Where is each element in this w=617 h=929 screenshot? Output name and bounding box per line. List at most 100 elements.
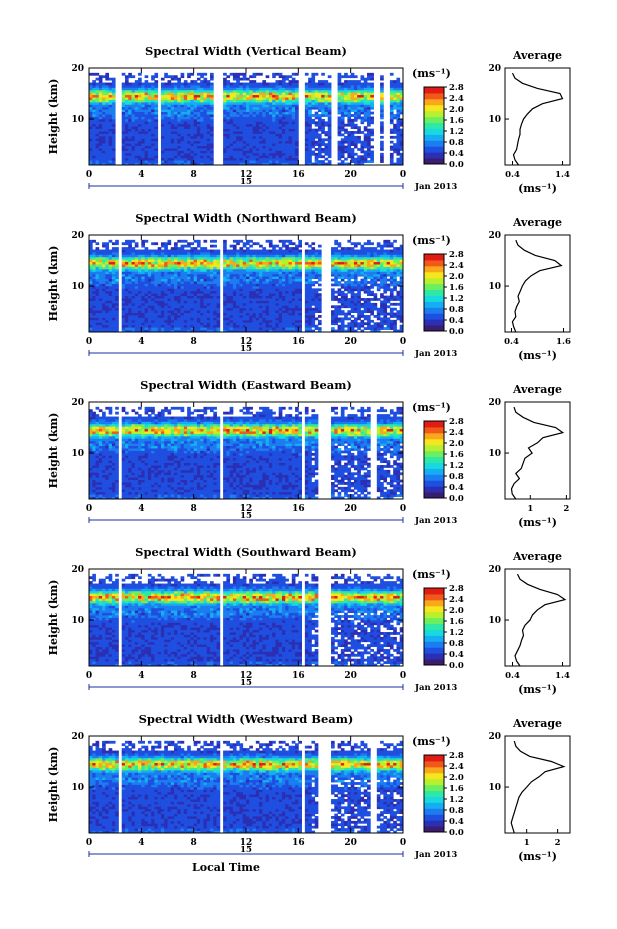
heatmap-cell <box>151 109 155 113</box>
heatmap-cell <box>134 244 139 248</box>
heatmap-cell <box>252 315 257 318</box>
heatmap-cell <box>151 133 155 137</box>
heatmap-cell <box>252 302 257 306</box>
heatmap-cell <box>138 290 142 294</box>
heatmap-cell <box>285 327 289 330</box>
heatmap-cell <box>89 111 93 115</box>
heatmap-cell <box>111 249 116 253</box>
heatmap-cell <box>98 131 103 134</box>
heatmap-cell <box>295 121 299 125</box>
heatmap-cell <box>389 111 394 115</box>
heatmap-cell <box>317 118 322 122</box>
heatmap-cell <box>196 140 201 144</box>
heatmap-cell <box>102 75 106 79</box>
heatmap-cell <box>92 140 96 144</box>
heatmap-cell <box>160 295 165 299</box>
heatmap-cell <box>308 82 312 86</box>
heatmap-cell <box>249 109 253 113</box>
heatmap-cell <box>200 290 204 294</box>
heatmap-cell <box>278 288 283 292</box>
heatmap-cell <box>236 288 240 292</box>
heatmap-cell <box>193 288 198 292</box>
heatmap-cell <box>389 94 394 98</box>
heatmap-cell <box>255 242 260 246</box>
heatmap-cell <box>115 271 119 275</box>
heatmap-cell <box>396 145 401 149</box>
heatmap-cell <box>291 162 296 166</box>
heatmap-cell <box>160 271 165 275</box>
heatmap-cell <box>167 295 172 299</box>
heatmap-cell <box>180 285 185 289</box>
heatmap-cell <box>98 315 103 318</box>
heatmap-cell <box>367 131 371 134</box>
heatmap-cell <box>131 148 136 151</box>
heatmap-cell <box>105 148 110 151</box>
heatmap-cell <box>134 145 139 149</box>
heatmap-cell <box>281 77 286 81</box>
heatmap-cell <box>268 327 273 330</box>
heatmap-cell <box>187 259 191 263</box>
colorbar-tick-label: 2.0 <box>449 105 464 115</box>
heatmap-cell <box>288 84 293 88</box>
heatmap-cell <box>177 116 181 120</box>
heatmap-cell <box>128 160 132 163</box>
heatmap-cell <box>236 298 240 301</box>
heatmap-cell <box>226 97 231 100</box>
heatmap-cell <box>265 99 270 103</box>
heatmap-cell <box>170 266 175 270</box>
heatmap-cell <box>399 133 404 137</box>
heatmap-cell <box>206 264 211 267</box>
heatmap-cell <box>190 114 195 117</box>
heatmap-cell <box>232 305 237 309</box>
heatmap-cell <box>151 319 155 323</box>
heatmap-cell <box>131 249 136 253</box>
heatmap-cell <box>92 300 96 304</box>
heatmap-cell <box>167 140 172 144</box>
heatmap-cell <box>92 135 96 139</box>
heatmap-cell <box>229 327 234 330</box>
heatmap-cell <box>190 97 195 100</box>
heatmap-cell <box>180 84 185 88</box>
heatmap-cell <box>174 283 178 287</box>
heatmap-cell <box>102 84 106 88</box>
heatmap-cell <box>134 281 139 284</box>
heatmap-cell <box>115 305 119 309</box>
heatmap-cell <box>134 160 139 163</box>
heatmap-cell <box>200 329 204 333</box>
heatmap-cell <box>89 315 93 318</box>
heatmap-cell <box>193 283 198 287</box>
heatmap-cell <box>144 80 149 83</box>
heatmap-cell <box>350 126 355 130</box>
heatmap-cell <box>180 264 185 267</box>
heatmap-cell <box>193 249 198 253</box>
heatmap-cell <box>304 121 309 125</box>
heatmap-cell <box>242 92 247 96</box>
heatmap-cell <box>124 266 129 270</box>
heatmap-cell <box>236 278 240 282</box>
heatmap-cell <box>147 273 152 277</box>
heatmap-cell <box>95 99 100 103</box>
heatmap-cell <box>111 278 116 282</box>
heatmap-cell <box>108 162 113 166</box>
heatmap-cell <box>285 114 289 117</box>
heatmap-cell <box>344 109 348 113</box>
heatmap-cell <box>151 285 155 289</box>
heatmap-cell <box>396 92 401 96</box>
heatmap-cell <box>167 273 172 277</box>
heatmap-cell <box>180 162 185 166</box>
heatmap-cell <box>223 150 227 154</box>
heatmap-cell <box>134 162 139 166</box>
heatmap-cell <box>314 94 319 98</box>
heatmap-cell <box>147 109 152 113</box>
heatmap-cell <box>98 300 103 304</box>
heatmap-cell <box>134 283 139 287</box>
heatmap-cell <box>229 273 234 277</box>
heatmap-cell <box>206 80 211 83</box>
heatmap-cell <box>314 114 319 117</box>
heatmap-cell <box>151 106 155 110</box>
heatmap-cell <box>226 281 231 284</box>
heatmap-cell <box>108 317 113 321</box>
heatmap-cell <box>278 135 283 139</box>
heatmap-cell <box>393 101 397 105</box>
heatmap-cell <box>160 329 165 333</box>
